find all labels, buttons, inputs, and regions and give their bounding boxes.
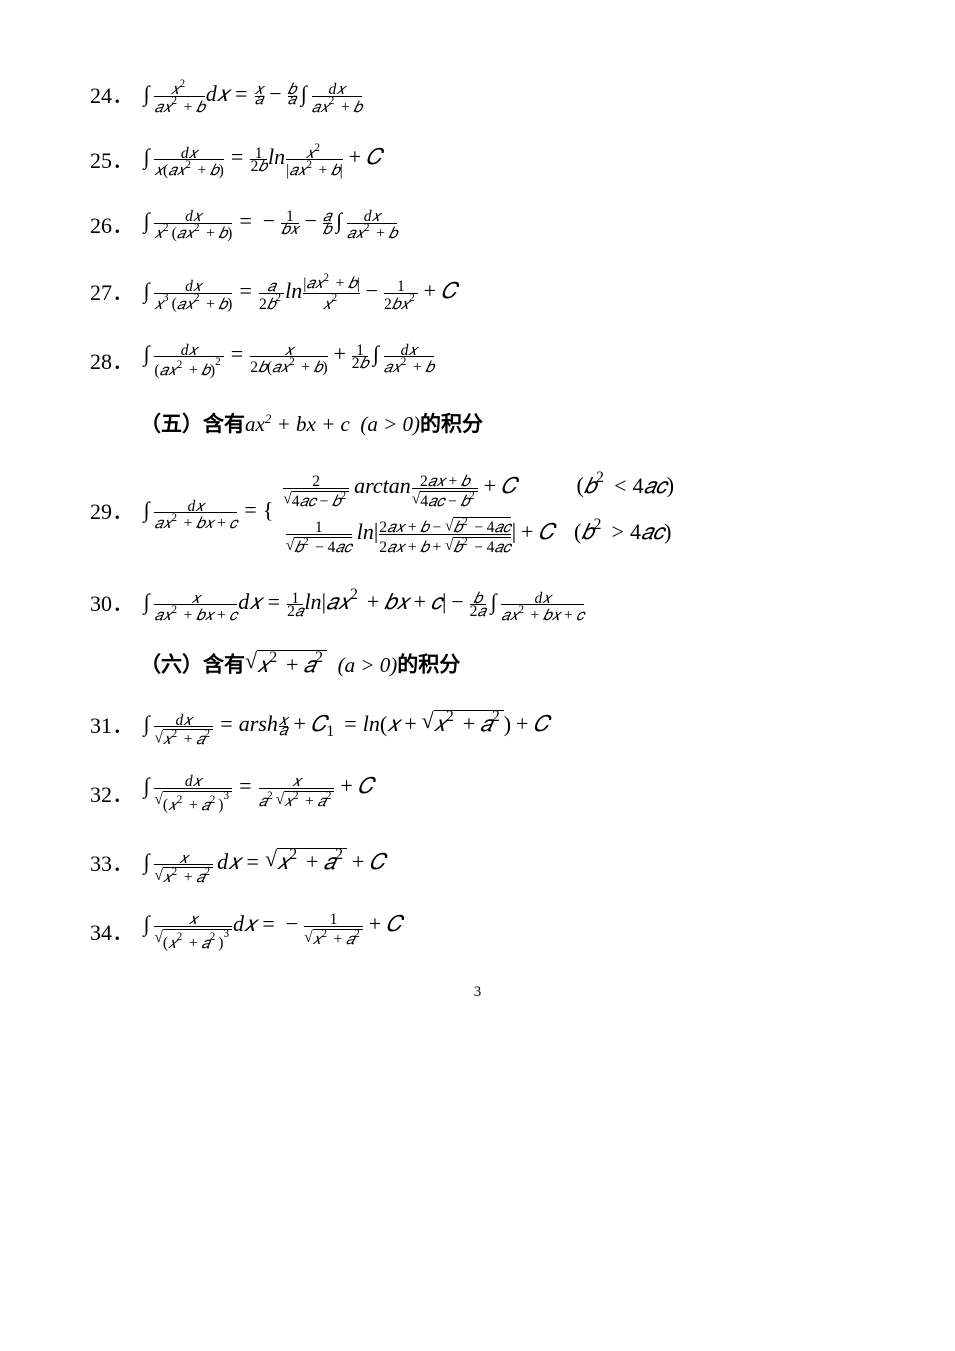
formula-item-34: 34． ∫ x (x2+a2)3 dx = − 1 x2+a2 +C (90, 914, 865, 951)
formula-item-24: 24． ∫ x2 ax2+b dx = xa − ba ∫ dx ax2+b (90, 80, 865, 112)
formula-item-25: 25． ∫ dx x(ax2+b) = 12b ln x2 |ax2+b| +C (90, 144, 865, 179)
formula-26: ∫ dx x2(ax2+b) = − 1bx − ab ∫ dx ax2+b (140, 211, 398, 242)
formula-32: ∫ dx (x2+a2)3 = x a2x2+a2 +C (140, 776, 373, 813)
formula-24: ∫ x2 ax2+b dx = xa − ba ∫ dx ax2+b (140, 80, 363, 112)
formula-25: ∫ dx x(ax2+b) = 12b ln x2 |ax2+b| +C (140, 144, 381, 179)
formula-30: ∫ x ax2+bx+c dx = 12a ln |ax2+bx+c| − b2… (140, 589, 585, 620)
heading-prefix: （五）含有 (140, 413, 245, 436)
formula-item-29: 29． ∫ dx ax2+bx+c = { 24ac−b2 arctan (90, 467, 865, 557)
formula-item-27: 27． ∫ dx x3(ax2+b) = a2b2 ln |ax2+b| x2 … (90, 274, 865, 312)
heading-suffix: 的积分 (397, 654, 460, 677)
item-number: 34． (90, 920, 140, 946)
formula-item-30: 30． ∫ x ax2+bx+c dx = 12a ln |ax2+bx+c| … (90, 589, 865, 620)
formula-31: ∫ dx x2+a2 = arsh xa +C1 = ln(x+ x2+a2 )… (140, 708, 549, 745)
formula-item-31: 31． ∫ dx x2+a2 = arsh xa +C1 = ln(x+ x2+… (90, 708, 865, 745)
formula-27: ∫ dx x3(ax2+b) = a2b2 ln |ax2+b| x2 − 12… (140, 274, 457, 312)
formula-item-32: 32． ∫ dx (x2+a2)3 = x a2x2+a2 +C (90, 776, 865, 813)
item-number: 30． (90, 591, 140, 617)
formula-34: ∫ x (x2+a2)3 dx = − 1 x2+a2 +C (140, 914, 402, 951)
item-number: 31． (90, 713, 140, 739)
item-number: 33． (90, 851, 140, 877)
heading-suffix: 的积分 (420, 413, 483, 436)
item-number: 26． (90, 213, 140, 239)
heading-prefix: （六）含有 (140, 654, 245, 677)
item-number: 24． (90, 83, 140, 109)
formula-item-33: 33． ∫ x x2+a2 dx = x2+a2 +C (90, 846, 865, 883)
formula-item-28: 28． ∫ dx (ax2+b)2 = x 2b(ax2+b) + 12b ∫ … (90, 345, 865, 380)
item-number: 29． (90, 499, 140, 525)
section-heading-5: （五）含有ax2 + bx + c (a > 0)的积分 (140, 411, 865, 437)
formula-33: ∫ x x2+a2 dx = x2+a2 +C (140, 846, 385, 883)
item-number: 27． (90, 280, 140, 306)
section-heading-6: （六）含有x2+a2 (a > 0)的积分 (140, 648, 865, 678)
formula-29: ∫ dx ax2+bx+c = { 24ac−b2 arctan 2ax+b (140, 467, 683, 557)
page: 24． ∫ x2 ax2+b dx = xa − ba ∫ dx ax2+b (0, 0, 955, 1041)
formula-28: ∫ dx (ax2+b)2 = x 2b(ax2+b) + 12b ∫ dx a… (140, 345, 435, 380)
page-number: 3 (90, 983, 865, 1001)
item-number: 32． (90, 782, 140, 808)
item-number: 25． (90, 148, 140, 174)
item-number: 28． (90, 349, 140, 375)
formula-item-26: 26． ∫ dx x2(ax2+b) = − 1bx − ab ∫ dx ax2… (90, 211, 865, 242)
